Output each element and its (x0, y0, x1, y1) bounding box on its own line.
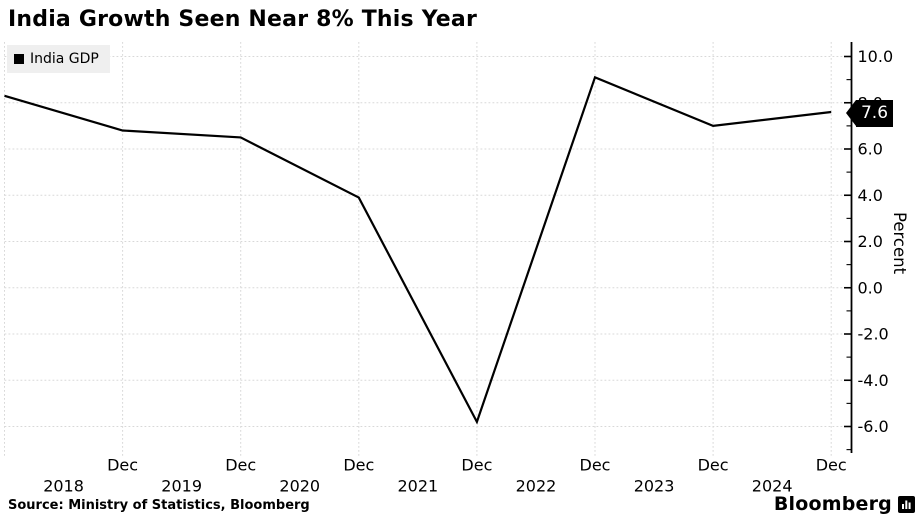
x-year-label: 2021 (397, 477, 438, 496)
y-tick-label: 10.0 (858, 47, 894, 66)
x-year-label: 2023 (634, 477, 675, 496)
x-tick-label: Dec (698, 456, 729, 475)
x-year-label: 2024 (752, 477, 793, 496)
bloomberg-bar-chart-icon (898, 495, 915, 513)
x-tick-label: Dec (225, 456, 256, 475)
legend-square-marker-icon (14, 54, 24, 64)
x-tick-label: Dec (461, 456, 492, 475)
x-year-label: 2020 (279, 477, 320, 496)
y-tick-label: -6.0 (858, 417, 889, 436)
y-tick-label: -4.0 (858, 371, 889, 390)
y-axis-title: Percent (890, 212, 909, 275)
bloomberg-wordmark: Bloomberg (773, 493, 892, 515)
india-gdp-line (4, 75, 832, 425)
x-year-label: 2022 (516, 477, 557, 496)
chart-title: India Growth Seen Near 8% This Year (8, 7, 478, 32)
y-tick-label: 0.0 (858, 278, 883, 297)
last-value-text: 7.6 (860, 103, 889, 123)
x-tick-label: Dec (816, 456, 847, 475)
x-tick-label: Dec (343, 456, 374, 475)
bloomberg-brand: Bloomberg (774, 493, 915, 515)
x-year-label: 2019 (161, 477, 202, 496)
y-tick-label: -2.0 (858, 325, 889, 344)
legend: India GDP (7, 45, 110, 73)
y-tick-label: 4.0 (858, 186, 883, 205)
source-credit: Source: Ministry of Statistics, Bloomber… (8, 498, 310, 513)
y-tick-label: 2.0 (858, 232, 883, 251)
x-tick-label: Dec (107, 456, 138, 475)
legend-label: India GDP (30, 51, 99, 67)
badge-left-arrow-icon (846, 100, 856, 126)
y-tick-label: 6.0 (858, 140, 883, 159)
last-value-badge: 7.6 (846, 100, 893, 127)
x-tick-label: Dec (580, 456, 611, 475)
x-year-label: 2018 (43, 477, 84, 496)
